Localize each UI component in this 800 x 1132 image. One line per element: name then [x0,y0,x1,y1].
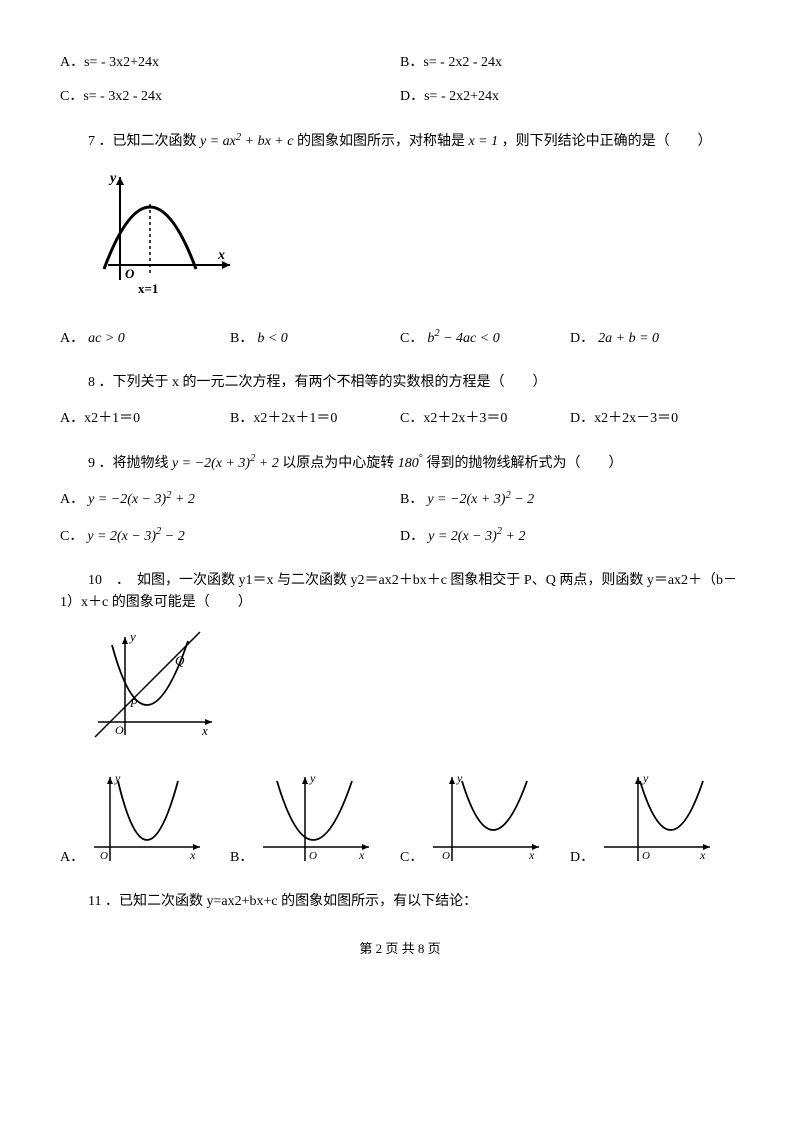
svg-text:y: y [309,771,316,785]
q7-B-pre: B． [230,328,253,350]
q10-options: A． y x O B． y x O C． [60,769,740,869]
q9-options-row2: C．y = 2(x − 3)2 − 2 D．y = 2(x − 3)2 + 2 [60,526,740,548]
q7-stem-post: ，则下列结论中正确的是（ ） [502,134,712,149]
q7-axis-label: x=1 [138,281,158,296]
q10-optA: A． y x O [60,769,230,869]
svg-text:x: x [699,848,706,862]
q9-optB: y = −2(x + 3)2 − 2 [427,489,534,511]
q10-optD: D． y x O [570,769,740,869]
q9-stem-mid: 以原点为中心旋转 [282,456,394,471]
q8-optC: C．x2＋2x＋3＝0 [400,408,570,430]
q7-optB: b < 0 [257,328,287,350]
svg-text:O: O [642,850,650,862]
q9-stem: 9 ．将抛物线 y = −2(x + 3)2 + 2 以原点为中心旋转 180°… [60,453,740,475]
q10-stem: 10 ． 如图，一次函数 y1＝x 与二次函数 y2＝ax2＋bx＋c 图象相交… [60,570,740,615]
q9-B-pre: B． [400,489,423,511]
q7-optD: 2a + b = 0 [598,328,659,350]
q9-optA: y = −2(x − 3)2 + 2 [88,489,195,511]
q9-stem-pre: 9 ．将抛物线 [88,456,169,471]
q7-options: A．ac > 0 B．b < 0 C．b2 − 4ac < 0 D．2a + b… [60,328,740,350]
q7-formula-main: y = ax2 + bx + c [200,134,293,149]
q7-graph: y x O x=1 [90,165,740,313]
q6-optB: B．s= - 2x2 - 24x [400,52,740,74]
page-footer: 第 2 页 共 8 页 [60,939,740,960]
q8-optA: A．x2＋1＝0 [60,408,230,430]
q9-A-pre: A． [60,489,84,511]
q6-optD: D．s= - 2x2+24x [400,86,740,108]
svg-text:Q: Q [175,653,185,668]
q7-y-label: y [108,171,117,186]
svg-text:O: O [115,723,124,737]
q7-formula-axis: x = 1 [468,134,498,149]
svg-text:y: y [114,771,121,785]
q8-optB: B．x2＋2x＋1＝0 [230,408,400,430]
svg-text:x: x [528,848,535,862]
q9-optD: y = 2(x − 3)2 + 2 [428,526,525,548]
svg-text:O: O [309,850,317,862]
q9-D-pre: D． [400,526,424,548]
q10-main-graph: y x O P Q [90,627,740,755]
svg-text:y: y [456,771,463,785]
svg-text:x: x [358,848,365,862]
svg-text:P: P [129,696,138,710]
q8-options: A．x2＋1＝0 B．x2＋2x＋1＝0 C．x2＋2x＋3＝0 D．x2＋2x… [60,408,740,430]
q6-options-row2: C．s= - 3x2 - 24x D．s= - 2x2+24x [60,86,740,108]
q9-deg: 180° [398,456,423,471]
q7-D-pre: D． [570,328,594,350]
svg-text:O: O [100,850,108,862]
q7-stem-mid: 的图象如图所示，对称轴是 [297,134,465,149]
q9-formula-main: y = −2(x + 3)2 + 2 [172,456,279,471]
q11-stem: 11 ．已知二次函数 y=ax2+bx+c 的图象如图所示，有以下结论： [60,891,740,913]
q8-optD: D．x2＋2x－3＝0 [570,408,740,430]
q6-optA: A．s= - 3x2+24x [60,52,400,74]
q9-options-row1: A．y = −2(x − 3)2 + 2 B．y = −2(x + 3)2 − … [60,489,740,511]
q7-x-label: x [217,248,225,263]
svg-text:y: y [128,629,136,644]
q7-origin: O [125,266,135,281]
svg-text:O: O [442,850,450,862]
svg-text:x: x [189,848,196,862]
q6-optC: C．s= - 3x2 - 24x [60,86,400,108]
q7-C-pre: C． [400,328,423,350]
q7-A-pre: A． [60,328,84,350]
q9-optC: y = 2(x − 3)2 − 2 [87,526,184,548]
q10-optB: B． y x O [230,769,400,869]
q8-stem: 8 ．下列关于 x 的一元二次方程，有两个不相等的实数根的方程是（ ） [60,372,740,394]
svg-text:y: y [642,771,649,785]
q9-C-pre: C． [60,526,83,548]
q7-stem: 7 ．已知二次函数 y = ax2 + bx + c 的图象如图所示，对称轴是 … [60,131,740,153]
q7-optC: b2 − 4ac < 0 [427,328,499,350]
svg-text:x: x [201,723,208,738]
q10-optC: C． y x O [400,769,570,869]
q7-stem-pre: 7 ．已知二次函数 [88,134,197,149]
q9-stem-post: 得到的抛物线解析式为（ ） [427,456,623,471]
q6-options-row1: A．s= - 3x2+24x B．s= - 2x2 - 24x [60,52,740,74]
q7-optA: ac > 0 [88,328,125,350]
